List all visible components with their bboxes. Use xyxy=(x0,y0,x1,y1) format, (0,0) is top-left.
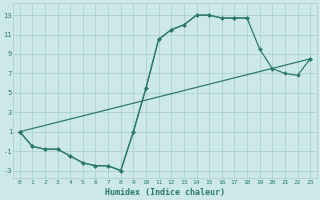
X-axis label: Humidex (Indice chaleur): Humidex (Indice chaleur) xyxy=(105,188,225,197)
